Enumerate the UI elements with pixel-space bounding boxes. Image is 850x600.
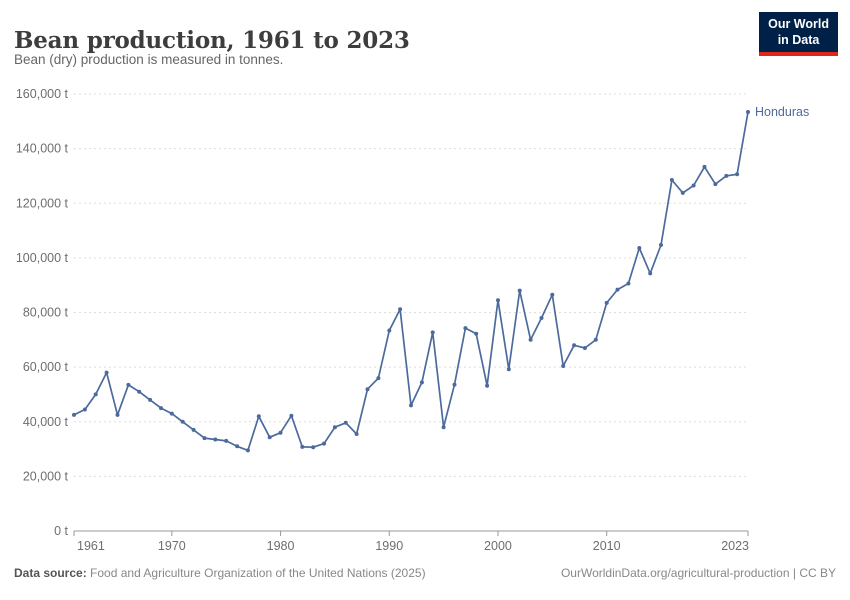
x-axis-label: 1990 [375,539,403,553]
data-point [539,316,544,320]
y-axis-label: 60,000 t [23,360,69,374]
owid-logo-line1: Our World [768,17,829,31]
x-axis-label: 1980 [267,539,295,553]
data-point [409,403,413,408]
x-axis-label: 2000 [484,539,512,553]
x-axis-label: 2023 [721,539,749,553]
data-point [572,343,577,348]
y-axis-label: 80,000 t [23,306,69,320]
data-point [637,246,642,250]
data-point [387,328,392,333]
page-subtitle: Bean (dry) production is measured in ton… [14,52,284,67]
data-point [746,110,750,114]
data-point [713,182,718,187]
data-point [626,281,631,286]
data-point [245,448,250,453]
data-point [485,383,490,388]
x-axis-label: 1961 [77,539,105,553]
data-point [376,376,381,381]
data-point [528,337,533,342]
data-point [441,425,446,430]
data-point [191,427,196,432]
data-point [180,419,185,424]
data-point [300,444,305,449]
data-point [702,164,707,169]
page-title: Bean production, 1961 to 2023 [14,27,410,55]
data-point [604,300,609,305]
data-point [735,172,740,177]
data-point [159,406,163,411]
owid-logo[interactable]: Our World in Data [759,12,838,57]
data-point [213,437,218,442]
data-point [278,430,283,435]
data-point [169,411,174,416]
data-point [224,438,229,443]
data-point [72,412,76,417]
y-axis-label: 0 t [54,524,68,538]
data-point [680,190,685,195]
y-axis-label: 120,000 t [16,196,69,210]
y-axis-label: 20,000 t [23,469,69,483]
y-axis-label: 140,000 t [16,142,69,156]
data-point [582,346,587,350]
data-point [593,337,598,342]
license-separator: | [789,566,800,580]
data-point [398,307,403,312]
data-point [235,444,240,449]
x-axis-label: 1970 [158,539,186,553]
data-source: Data source: Food and Agriculture Organi… [14,566,426,580]
license-label[interactable]: CC BY [799,566,836,580]
data-point [126,382,131,387]
data-point [669,178,674,182]
x-axis-label: 2010 [593,539,621,553]
y-axis-label: 40,000 t [23,415,69,429]
data-point [322,441,326,446]
data-point [419,380,424,385]
data-point [104,370,109,375]
owid-link[interactable]: OurWorldinData.org/agricultural-producti… [560,566,790,580]
data-point [354,432,359,436]
y-axis-label: 160,000 t [16,87,69,101]
data-point [311,445,316,450]
data-point [506,367,511,372]
data-point [463,326,468,331]
data-point [659,243,663,247]
data-point [517,288,522,293]
data-point [148,397,153,402]
license-line: OurWorldinData.org/agricultural-producti… [561,566,836,580]
data-point [474,331,479,336]
data-point [343,420,348,425]
data-point [289,413,294,418]
data-point [724,173,729,178]
data-point [452,382,457,387]
entity-label: Honduras [755,105,809,119]
data-source-text: Food and Agriculture Organization of the… [86,566,426,580]
data-point [115,412,120,417]
data-point [561,364,566,368]
data-point [332,425,337,430]
data-point [691,183,696,188]
series-line [73,111,749,452]
data-point [365,387,370,392]
data-point [267,435,272,440]
y-axis-label: 100,000 t [16,251,69,265]
data-point [615,287,620,292]
data-point [430,330,435,335]
data-point [202,436,207,441]
data-point [256,414,261,419]
data-point [496,298,500,303]
data-point [137,389,142,394]
data-point [82,407,87,412]
data-point [93,392,98,397]
owid-logo-line2: in Data [777,32,820,47]
data-source-label: Data source: [14,566,87,580]
data-point [550,292,555,297]
data-point [648,271,653,276]
